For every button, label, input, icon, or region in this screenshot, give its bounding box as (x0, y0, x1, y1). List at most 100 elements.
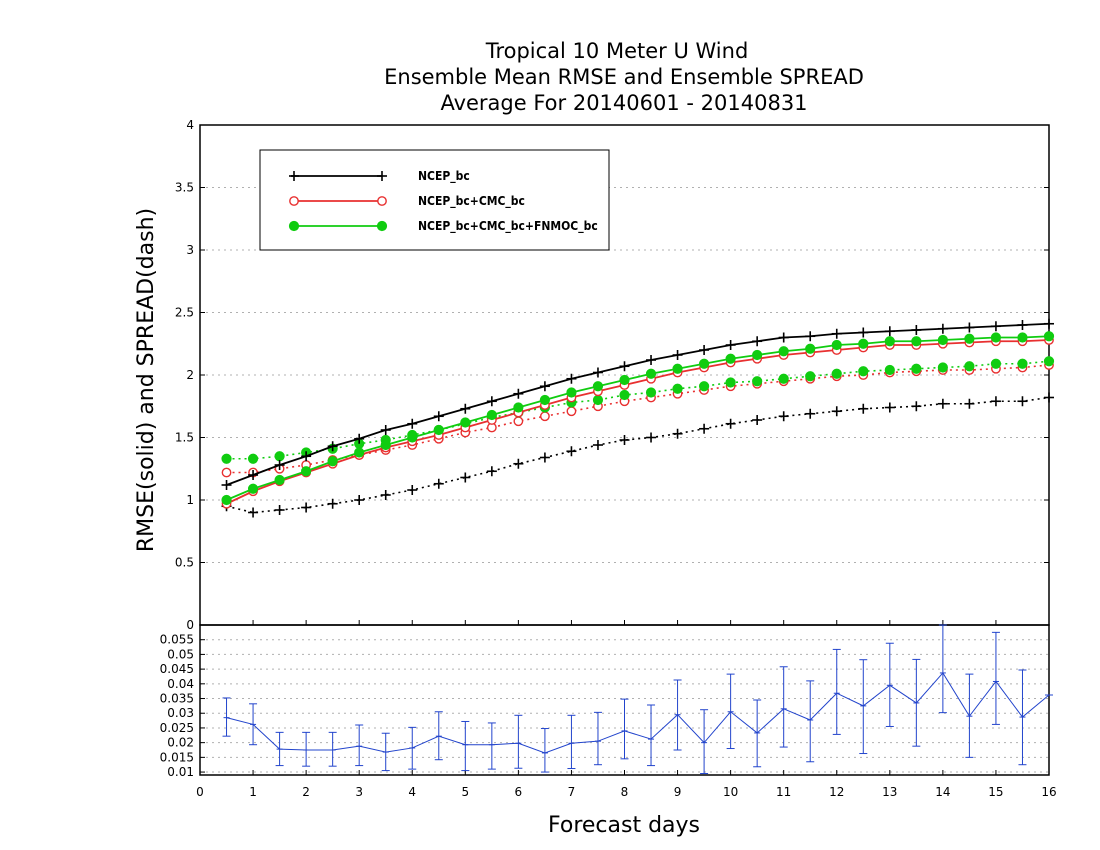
open-circle-marker (540, 411, 550, 422)
upper-y-tick-label: 0.5 (175, 556, 194, 570)
open-circle-marker (221, 467, 232, 478)
error-bar (487, 722, 496, 770)
plus-marker (327, 498, 338, 509)
filled-circle-marker (486, 409, 497, 421)
filled-circle-marker (884, 364, 895, 376)
filled-circle-marker (566, 387, 577, 398)
plus-marker (460, 403, 471, 414)
plus-marker (990, 396, 1001, 407)
filled-circle-marker (301, 466, 312, 477)
x-tick-label: 5 (461, 785, 469, 799)
error-bar (434, 711, 443, 761)
plus-marker (407, 418, 418, 429)
error-bar (832, 648, 841, 735)
lower-y-tick-label: 0.015 (160, 750, 194, 764)
series-layer (221, 318, 1055, 518)
error-bar (461, 720, 470, 772)
plus-marker (831, 328, 842, 339)
lower-y-tick-label: 0.01 (167, 765, 194, 779)
plus-marker (911, 325, 922, 335)
x-tick-label: 15 (988, 785, 1003, 799)
error-bar (726, 673, 735, 750)
filled-circle-marker (221, 494, 232, 506)
lower-y-tick-label: 0.03 (167, 706, 194, 720)
upper-y-axis: 0 0.5 1 1.5 2 2.5 3 3.5 4 (175, 118, 1049, 632)
plus-marker (964, 398, 975, 409)
error-bar (806, 680, 815, 763)
filled-circle-marker (274, 474, 285, 486)
plus-marker (884, 402, 895, 413)
upper-y-tick-label: 3 (186, 243, 194, 257)
plus-marker (486, 396, 497, 407)
plus-marker (699, 345, 710, 355)
plus-marker (964, 322, 975, 333)
plus-marker (805, 408, 816, 419)
series-solid-ncep-bc (221, 318, 1054, 490)
lower-y-tick-label: 0.05 (167, 647, 194, 661)
filled-circle-marker (354, 447, 365, 458)
filled-circle-marker (831, 368, 842, 379)
error-bar (355, 724, 364, 767)
plus-marker (937, 398, 948, 409)
filled-circle-marker (752, 376, 763, 387)
plus-marker (672, 428, 683, 439)
plus-marker (377, 171, 387, 181)
x-tick-label: 2 (302, 785, 310, 799)
filled-circle-marker (778, 373, 789, 384)
filled-circle-marker (221, 453, 232, 464)
filled-circle-marker (619, 389, 630, 401)
error-bar (938, 624, 947, 714)
upper-y-tick-label: 1 (186, 493, 194, 507)
filled-circle-marker (288, 220, 300, 232)
filled-circle-marker (327, 456, 338, 467)
filled-circle-marker (831, 339, 842, 351)
x-tick-label: 1 (249, 785, 257, 799)
error-bar (647, 704, 656, 767)
plus-marker (274, 460, 285, 470)
filled-circle-marker (778, 346, 789, 357)
error-bar (408, 726, 417, 770)
plus-marker (831, 406, 842, 417)
filled-circle-marker (937, 334, 948, 346)
filled-circle-marker (1017, 332, 1028, 343)
plus-marker (327, 441, 338, 452)
filled-circle-marker (752, 349, 763, 361)
filled-circle-marker (858, 338, 869, 349)
plus-marker (1044, 318, 1054, 329)
legend: NCEP_bc NCEP_bc+CMC_bc NCEP_bc+CMC_bc+FNMO… (259, 149, 610, 251)
error-bar (302, 731, 311, 767)
filled-circle-marker (592, 381, 604, 392)
filled-circle-marker (990, 332, 1002, 343)
error-bar (753, 699, 762, 768)
plus-marker (1044, 392, 1054, 403)
filled-circle-marker (539, 394, 551, 406)
error-bar (965, 673, 974, 758)
chart-title: Tropical 10 Meter U Wind Ensemble Mean R… (384, 39, 864, 115)
error-bar (779, 666, 788, 748)
upper-y-tick-label: 2 (186, 368, 194, 382)
x-tick-label: 3 (355, 785, 363, 799)
filled-circle-marker (1017, 358, 1028, 369)
plus-marker (289, 171, 299, 181)
plus-marker (354, 433, 365, 444)
open-circle-marker (289, 196, 299, 206)
upper-y-tick-label: 4 (186, 118, 194, 132)
filled-circle-marker (592, 394, 604, 406)
filled-circle-marker (937, 362, 948, 373)
x-tick-label: 14 (935, 785, 950, 799)
chart-title-line-1: Tropical 10 Meter U Wind (485, 39, 749, 63)
series-solid-ncep-bc-cmc-bc-fnmoc-bc (221, 331, 1055, 506)
filled-circle-marker (964, 361, 975, 372)
x-tick-label: 4 (408, 785, 416, 799)
lower-y-tick-label: 0.055 (160, 633, 194, 647)
plus-marker (805, 331, 816, 342)
chart-title-line-3: Average For 20140601 - 20140831 (440, 91, 807, 115)
filled-circle-marker (407, 432, 418, 443)
plus-marker (407, 485, 418, 495)
error-bar (912, 658, 921, 747)
lower-y-tick-label: 0.04 (167, 677, 194, 691)
plus-marker (380, 425, 391, 435)
plus-marker (619, 361, 630, 372)
lower-y-tick-label: 0.035 (160, 692, 194, 706)
